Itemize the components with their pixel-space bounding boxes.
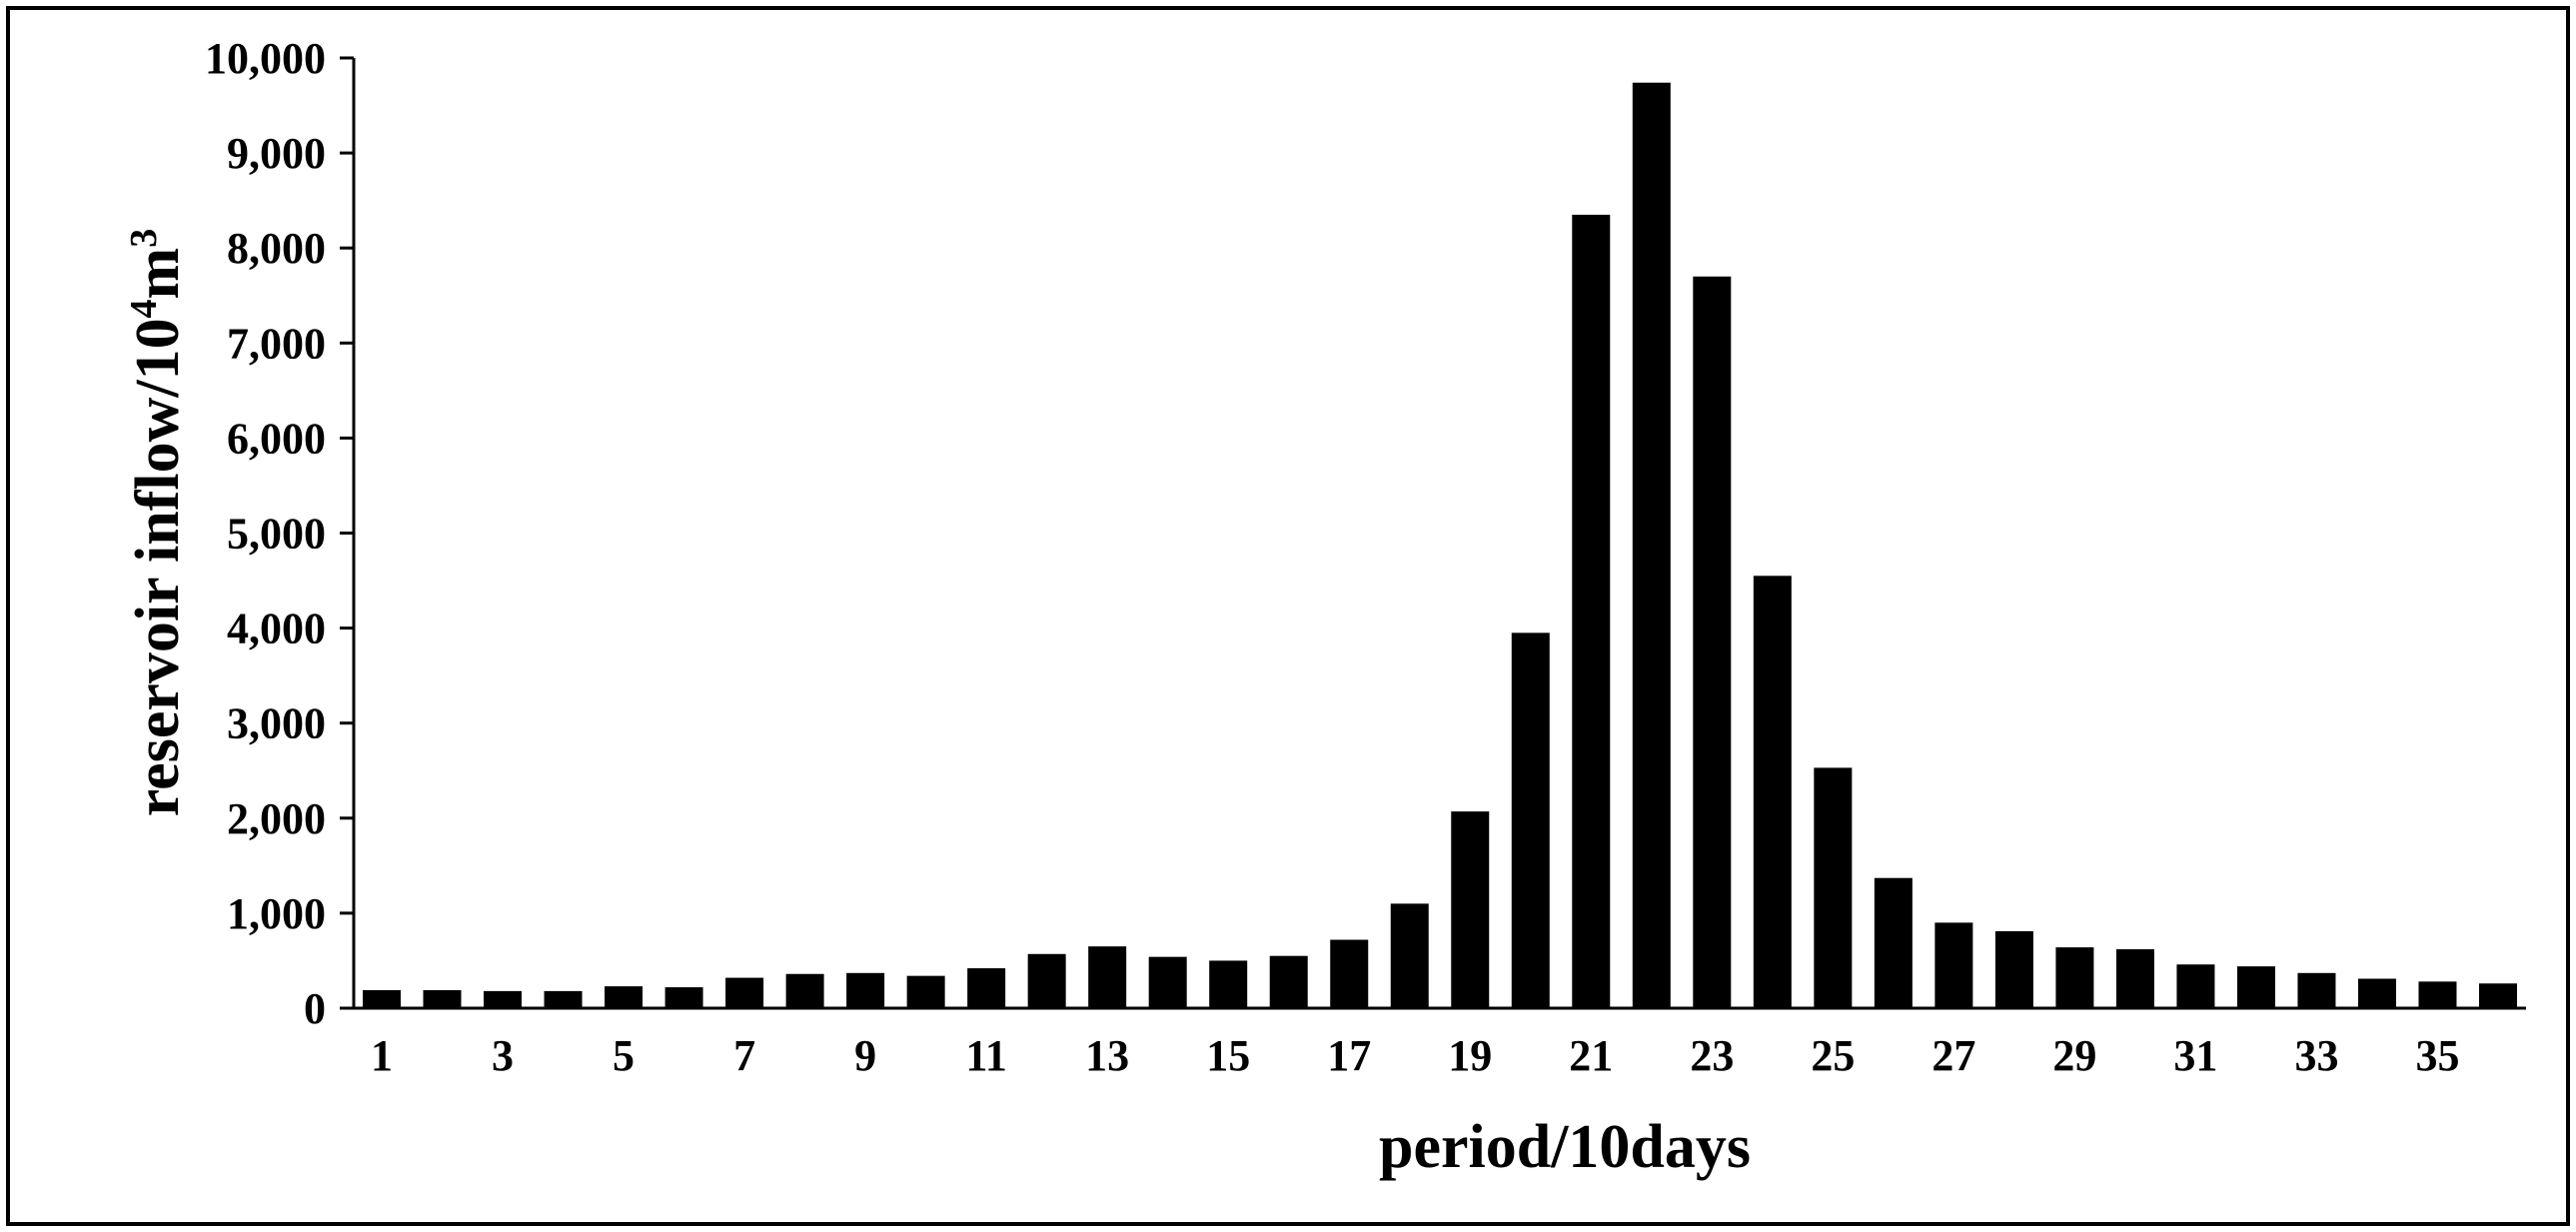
bar-period-7 bbox=[725, 977, 764, 1008]
y-tick-label: 8,000 bbox=[227, 224, 326, 273]
bar-period-12 bbox=[1027, 953, 1066, 1008]
x-tick-label: 7 bbox=[733, 1031, 755, 1080]
y-tick-label: 6,000 bbox=[227, 414, 326, 463]
y-tick-label: 9,000 bbox=[227, 129, 326, 178]
y-tick-label: 4,000 bbox=[227, 605, 326, 653]
bar-period-20 bbox=[1511, 632, 1550, 1008]
bar-period-28 bbox=[1994, 930, 2033, 1008]
y-tick-label: 1,000 bbox=[227, 889, 326, 938]
x-tick-label: 25 bbox=[1811, 1031, 1855, 1080]
x-tick-label: 27 bbox=[1932, 1031, 1975, 1080]
bar-period-32 bbox=[2236, 966, 2275, 1008]
x-tick-label: 35 bbox=[2415, 1031, 2459, 1080]
bar-period-8 bbox=[785, 973, 824, 1008]
x-tick-label: 21 bbox=[1569, 1031, 1613, 1080]
bar-period-19 bbox=[1451, 811, 1490, 1008]
x-tick-label: 23 bbox=[1690, 1031, 1734, 1080]
bar-period-17 bbox=[1330, 939, 1369, 1008]
bar-period-29 bbox=[2055, 947, 2094, 1008]
chart-border bbox=[6, 6, 2570, 1226]
bar-period-6 bbox=[664, 987, 703, 1008]
bar-period-25 bbox=[1814, 767, 1853, 1008]
x-tick-label: 11 bbox=[965, 1031, 1007, 1080]
y-axis: 0 1,000 2,000 3,000 4,000 5,000 6,000 7,000 8,00… bbox=[205, 34, 356, 1033]
y-tick-label: 5,000 bbox=[227, 510, 326, 559]
x-tick-label: 13 bbox=[1085, 1031, 1129, 1080]
bar-period-31 bbox=[2176, 964, 2215, 1008]
bars-group bbox=[363, 82, 2517, 1009]
bar-period-27 bbox=[1934, 922, 1973, 1008]
y-tick-label: 7,000 bbox=[227, 319, 326, 368]
bar-period-30 bbox=[2115, 949, 2154, 1008]
x-axis-title: period/10days bbox=[1379, 1113, 1751, 1181]
bar-period-1 bbox=[363, 989, 401, 1008]
x-axis: 1 3 5 7 9 11 13 15 17 19 21 23 25 27 29 31 33 35 bbox=[354, 1006, 2526, 1080]
bar-period-23 bbox=[1693, 276, 1732, 1009]
x-tick-label: 17 bbox=[1327, 1031, 1371, 1080]
bar-period-18 bbox=[1390, 903, 1429, 1008]
bar-period-11 bbox=[967, 968, 1006, 1008]
x-tick-label: 31 bbox=[2173, 1031, 2217, 1080]
bar-period-2 bbox=[423, 989, 462, 1008]
y-tick-label: 2,000 bbox=[227, 794, 326, 843]
bar-period-4 bbox=[544, 990, 583, 1008]
bar-period-16 bbox=[1269, 955, 1308, 1008]
bar-period-24 bbox=[1753, 576, 1792, 1008]
x-tick-label: 3 bbox=[492, 1031, 514, 1080]
x-tick-label: 15 bbox=[1206, 1031, 1250, 1080]
x-tick-label: 29 bbox=[2052, 1031, 2096, 1080]
bar-period-36 bbox=[2479, 983, 2517, 1008]
bar-period-9 bbox=[846, 972, 885, 1008]
bar-period-15 bbox=[1209, 960, 1248, 1008]
x-tick-label: 1 bbox=[371, 1031, 393, 1080]
bar-period-33 bbox=[2297, 972, 2336, 1008]
y-tick-label: 10,000 bbox=[205, 34, 326, 83]
x-tick-label: 33 bbox=[2294, 1031, 2338, 1080]
bar-period-5 bbox=[605, 986, 644, 1008]
bar-period-21 bbox=[1572, 214, 1611, 1009]
x-tick-label: 9 bbox=[854, 1031, 876, 1080]
bar-period-13 bbox=[1088, 946, 1127, 1008]
y-tick-label: 0 bbox=[304, 984, 326, 1033]
bar-period-26 bbox=[1874, 877, 1913, 1008]
y-axis-title: reservoir inflow/104m3 bbox=[123, 229, 192, 816]
x-tick-label: 19 bbox=[1448, 1031, 1492, 1080]
bar-period-10 bbox=[906, 975, 945, 1008]
bar-period-35 bbox=[2418, 981, 2457, 1008]
bar-period-22 bbox=[1632, 82, 1671, 1008]
bar-period-34 bbox=[2357, 978, 2396, 1008]
bar-period-3 bbox=[484, 990, 523, 1008]
y-tick-label: 3,000 bbox=[227, 699, 326, 748]
bar-period-14 bbox=[1148, 956, 1187, 1008]
x-tick-label: 5 bbox=[613, 1031, 635, 1080]
